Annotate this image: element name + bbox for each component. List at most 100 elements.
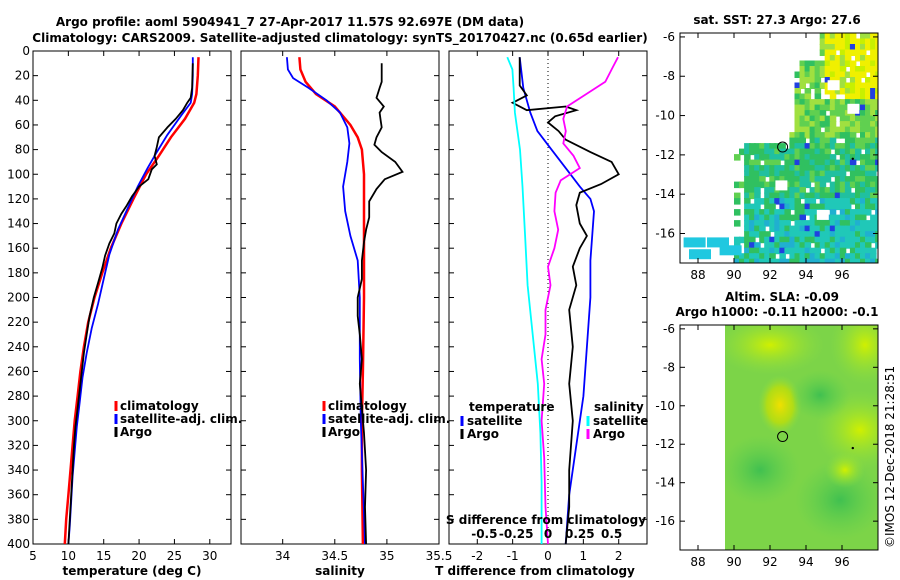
sst-cell xyxy=(824,253,832,260)
sst-cell xyxy=(764,203,771,211)
sst-cell xyxy=(759,148,766,156)
sst-cell xyxy=(794,242,801,249)
sst-cell xyxy=(769,192,776,200)
sst-cell xyxy=(804,88,812,95)
map-y-tick-label: -8 xyxy=(663,69,675,83)
sst-cell xyxy=(849,159,857,167)
sst-cell xyxy=(734,198,741,205)
sst-cell xyxy=(764,258,771,263)
sst-cell xyxy=(855,165,862,172)
x-tick-label: 5 xyxy=(29,549,37,563)
sst-cell xyxy=(789,176,796,183)
sst-cell xyxy=(809,132,817,139)
sst-cell xyxy=(784,159,791,167)
sst-cell xyxy=(819,143,827,150)
sst-cell xyxy=(789,253,796,260)
sst-cell xyxy=(839,143,847,150)
legend-title-salinity: salinity xyxy=(594,400,644,414)
sst-cell xyxy=(774,225,781,233)
x-tick-label: 35 xyxy=(379,549,394,563)
sst-cell xyxy=(875,258,878,263)
sst-cell xyxy=(814,176,822,183)
sst-cell xyxy=(870,44,877,51)
sst-cell xyxy=(819,231,827,238)
sst-cell xyxy=(744,242,751,249)
sst-cell xyxy=(849,126,857,134)
sst-cell xyxy=(789,187,796,194)
sst-cell xyxy=(789,148,796,156)
s-tick-label: 0 xyxy=(544,527,552,541)
sst-cell xyxy=(844,137,852,145)
sst-cell xyxy=(809,236,817,244)
sst-cell xyxy=(844,209,852,216)
sst-cell xyxy=(789,170,796,178)
sst-cell xyxy=(834,181,842,189)
sst-cell xyxy=(865,60,872,67)
sst-cell xyxy=(849,49,857,56)
sst-cell xyxy=(809,71,817,78)
sst-cell xyxy=(744,231,751,238)
sst-cell xyxy=(814,253,822,260)
sst-cell xyxy=(799,71,806,78)
sst-cell xyxy=(829,258,837,263)
sst-cell xyxy=(819,60,827,67)
sst-cell xyxy=(819,38,827,45)
sst-cell xyxy=(829,88,837,95)
sst-cell xyxy=(759,236,766,244)
sst-cell xyxy=(834,203,842,211)
sst-cell xyxy=(744,225,751,233)
sst-cell xyxy=(829,214,837,222)
sst-cell xyxy=(754,209,761,216)
sst-cell xyxy=(865,165,872,172)
sst-cell xyxy=(829,93,837,100)
sst-cell xyxy=(824,60,832,67)
sst-cell xyxy=(844,242,852,249)
sst-cell xyxy=(839,104,847,112)
sst-cell xyxy=(824,33,832,40)
sst-cell xyxy=(865,88,872,95)
sst-cell xyxy=(824,159,832,167)
sst-cell xyxy=(865,220,872,227)
sst-cell xyxy=(799,82,806,89)
sst-cell xyxy=(809,247,817,255)
sst-cell xyxy=(774,214,781,222)
sst-cell xyxy=(819,258,827,263)
sst-cell xyxy=(839,77,847,84)
sst-cell xyxy=(844,198,852,205)
sst-cell xyxy=(779,220,786,227)
sst-cell xyxy=(799,60,806,67)
sst-cell xyxy=(855,126,862,134)
sst-cell xyxy=(809,126,817,134)
sst-cell xyxy=(754,247,761,255)
sst-cell xyxy=(860,71,867,78)
sst-cell xyxy=(855,258,862,263)
sst-cell xyxy=(809,170,817,178)
sst-cell xyxy=(779,209,786,216)
sst-cell xyxy=(764,148,771,156)
sst-cell xyxy=(749,225,756,233)
sst-cell xyxy=(804,159,812,167)
sst-cell xyxy=(804,71,812,78)
sst-cell xyxy=(774,198,781,205)
sst-cell xyxy=(824,121,832,128)
sst-cell xyxy=(865,154,872,161)
sst-cell xyxy=(875,181,878,189)
sst-cell xyxy=(754,203,761,211)
sst-cell xyxy=(794,220,801,227)
sst-cell xyxy=(754,159,761,167)
sst-cell xyxy=(829,203,837,211)
sst-cell xyxy=(870,49,877,56)
sst-cell xyxy=(870,192,877,200)
sst-cell xyxy=(759,154,766,161)
sst-cell xyxy=(794,258,801,263)
sst-cell xyxy=(875,132,878,139)
sst-cell xyxy=(784,236,791,244)
sst-cell xyxy=(759,247,766,255)
sst-cell xyxy=(865,132,872,139)
sst-cell xyxy=(764,242,771,249)
sst-cell xyxy=(819,115,827,123)
sst-cell xyxy=(809,209,817,216)
sst-cell xyxy=(875,49,878,56)
sst-cell xyxy=(799,258,806,263)
map-y-tick-label: -6 xyxy=(663,322,675,336)
